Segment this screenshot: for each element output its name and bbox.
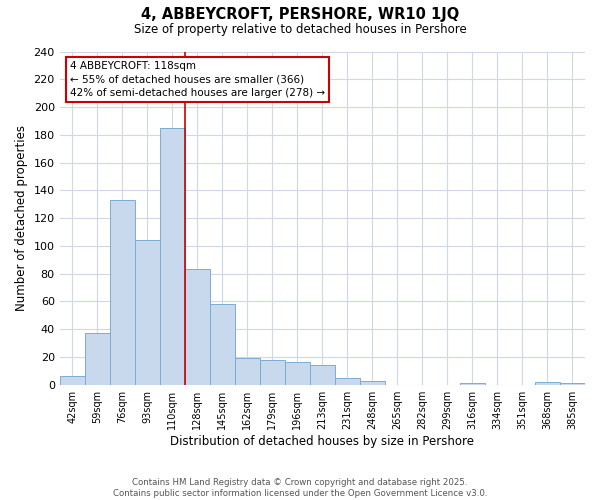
Bar (210, 304, 235, 384)
Text: 4 ABBEYCROFT: 118sqm
← 55% of detached houses are smaller (366)
42% of semi-deta: 4 ABBEYCROFT: 118sqm ← 55% of detached h… (70, 62, 325, 98)
Bar (310, 366, 335, 384)
Bar (285, 362, 310, 384)
Bar (335, 378, 360, 384)
Bar (135, 240, 160, 384)
Text: Size of property relative to detached houses in Pershore: Size of property relative to detached ho… (134, 22, 466, 36)
Bar (360, 380, 385, 384)
Bar (535, 382, 560, 384)
Text: 4, ABBEYCROFT, PERSHORE, WR10 1JQ: 4, ABBEYCROFT, PERSHORE, WR10 1JQ (141, 8, 459, 22)
Bar (85, 334, 110, 384)
X-axis label: Distribution of detached houses by size in Pershore: Distribution of detached houses by size … (170, 434, 475, 448)
Y-axis label: Number of detached properties: Number of detached properties (15, 125, 28, 311)
Bar (260, 360, 285, 384)
Bar (185, 270, 210, 384)
Bar (235, 358, 260, 384)
Bar (59, 376, 85, 384)
Bar (110, 200, 135, 384)
Text: Contains HM Land Registry data © Crown copyright and database right 2025.
Contai: Contains HM Land Registry data © Crown c… (113, 478, 487, 498)
Bar (160, 128, 185, 384)
